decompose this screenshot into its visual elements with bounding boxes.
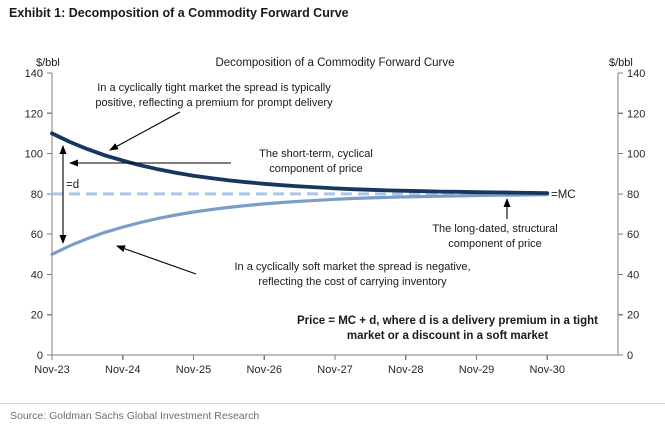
price-formula-line1: Price = MC + d, where d is a delivery pr… — [296, 315, 598, 327]
annotation-soft-market: In a cyclically soft market the spread i… — [200, 260, 505, 289]
x-tick-label: Nov-24 — [105, 364, 140, 376]
annotation-short-term-line2: component of price — [269, 162, 363, 175]
x-tick-label: Nov-29 — [459, 364, 494, 376]
y-tick-label-left: 100 — [25, 149, 43, 161]
source-text: Source: Goldman Sachs Global Investment … — [10, 410, 260, 422]
mc-label: =MC — [551, 189, 576, 201]
spread-d-label: =d — [66, 179, 80, 191]
y-axis-unit-left: $/bbl — [36, 57, 60, 69]
annotation-short-term-line1: The short-term, cyclical — [259, 148, 373, 160]
soft-market-arrow — [116, 245, 197, 275]
forward-curve-chart: 0 0 20 20 40 40 60 60 80 80 100 100 120 120 140 140 Nov-… — [25, 57, 646, 376]
y-tick-label-left: 140 — [25, 68, 43, 80]
exhibit-title: Exhibit 1: Decomposition of a Commodity … — [9, 6, 349, 20]
y-tick-label-right: 40 — [627, 269, 639, 281]
price-formula-line2: market or a discount in a soft market — [346, 330, 549, 342]
y-tick-label-left: 20 — [31, 310, 43, 322]
annotation-short-term: The short-term, cyclical component of pr… — [231, 147, 401, 176]
annotation-tight-market-line1: In a cyclically tight market the spread … — [97, 82, 331, 94]
x-tick-label: Nov-28 — [388, 364, 423, 376]
y-tick-label-right: 60 — [627, 229, 639, 241]
x-tick-label: Nov-27 — [317, 364, 352, 376]
y-axis-unit-right: $/bbl — [609, 57, 633, 69]
annotation-long-dated: The long-dated, structural component of … — [404, 222, 586, 251]
tight-market-curve — [50, 131, 550, 196]
annotation-soft-market-line1: In a cyclically soft market the spread i… — [234, 261, 471, 273]
y-tick-label-right: 140 — [627, 68, 645, 80]
y-tick-label-right: 80 — [627, 189, 639, 201]
y-tick-label-left: 120 — [25, 108, 43, 120]
annotation-long-dated-line2: component of price — [448, 237, 542, 250]
annotation-tight-market: In a cyclically tight market the spread … — [44, 81, 384, 110]
y-tick-label-left: 40 — [31, 269, 43, 281]
x-tick-label: Nov-23 — [34, 364, 69, 376]
annotation-long-dated-line1: The long-dated, structural — [432, 223, 558, 235]
y-tick-label-left: 60 — [31, 229, 43, 241]
source-divider — [0, 403, 665, 404]
tight-market-arrow — [109, 111, 181, 151]
annotation-soft-market-line2: reflecting the cost of carrying inventor… — [258, 275, 447, 288]
y-tick-label-right: 20 — [627, 310, 639, 322]
y-tick-label-right: 120 — [627, 108, 645, 120]
soft-market-curve — [50, 193, 549, 256]
chart-canvas: 0 0 20 20 40 40 60 60 80 80 100 100 120 120 140 140 Nov-… — [25, 68, 646, 376]
x-tick-label: Nov-30 — [530, 364, 565, 376]
y-tick-label-left: 80 — [31, 189, 43, 201]
x-tick-label: Nov-26 — [247, 364, 282, 376]
y-tick-label-left: 0 — [37, 350, 43, 362]
chart-title: Decomposition of a Commodity Forward Cur… — [215, 57, 455, 69]
y-tick-label-right: 0 — [627, 350, 633, 362]
x-tick-label: Nov-25 — [176, 364, 211, 376]
annotation-tight-market-line2: positive, reflecting a premium for promp… — [95, 96, 333, 109]
y-tick-label-right: 100 — [627, 149, 645, 161]
price-formula: Price = MC + d, where d is a delivery pr… — [260, 314, 635, 344]
